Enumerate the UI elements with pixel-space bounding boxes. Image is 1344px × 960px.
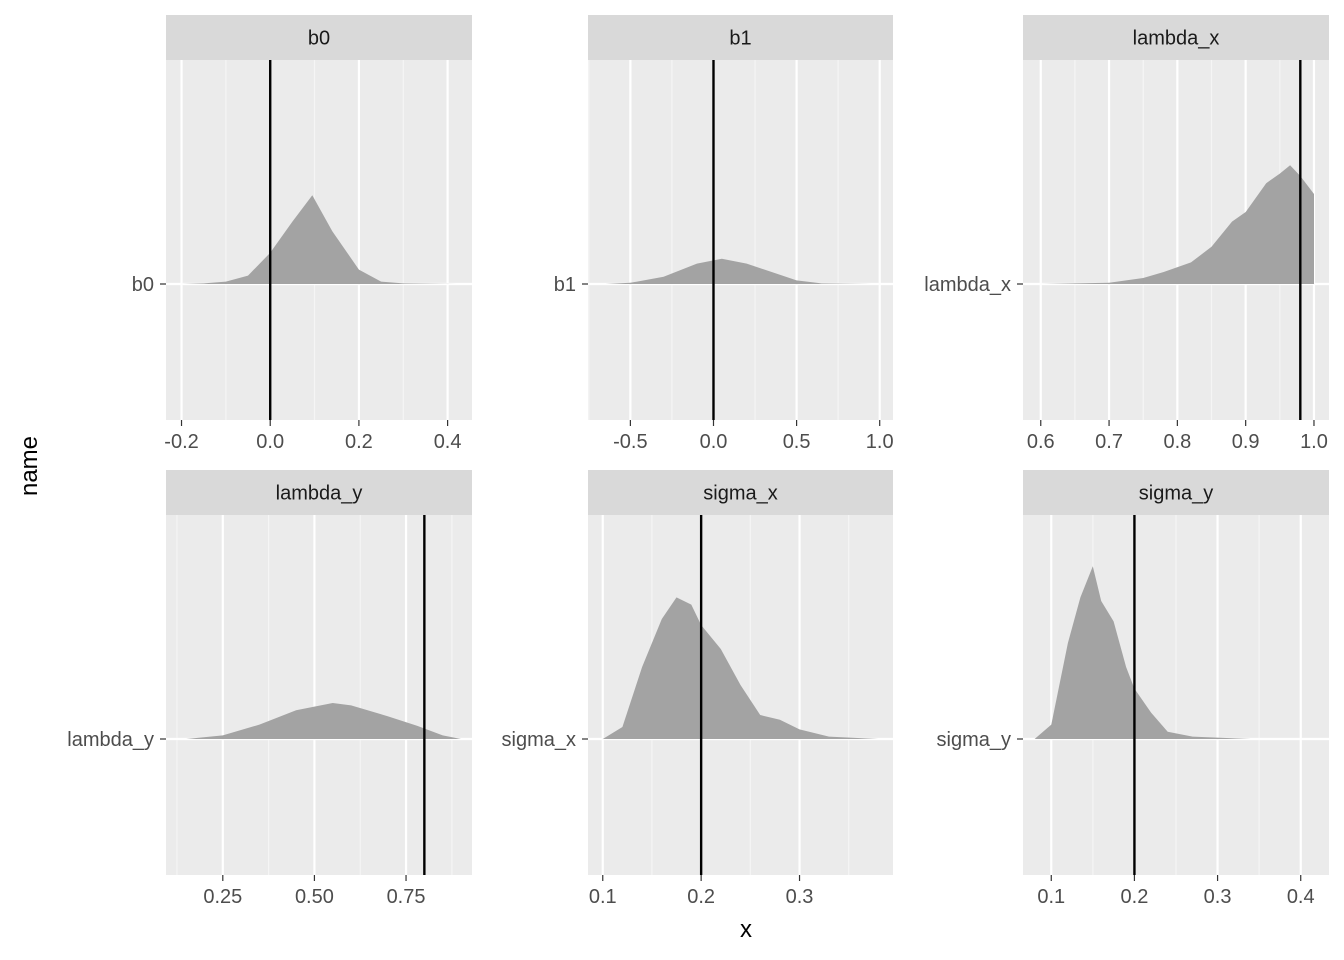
x-tick-label: 0.1 <box>589 886 617 908</box>
x-tick-label: -0.5 <box>613 431 647 453</box>
x-tick-label: 0.0 <box>700 431 728 453</box>
x-tick-label: 0.2 <box>1121 886 1149 908</box>
x-tick-label: 0.2 <box>687 886 715 908</box>
facet-strip-label: sigma_y <box>1139 483 1213 505</box>
x-tick-label: 0.5 <box>783 431 811 453</box>
facet-strip-label: lambda_x <box>1133 28 1220 50</box>
facet-strip <box>1023 470 1329 515</box>
facet-strip <box>588 470 893 515</box>
y-tick-label: b1 <box>554 274 576 296</box>
facet-panels: b0 -0.2 0.0 0.2 0.4 b0 b1 -0.5 0.0 0.5 1.0 b1 lambda… <box>67 15 1329 908</box>
x-tick-label: 0.0 <box>256 431 284 453</box>
facet-panel: lambda_x 0.6 0.7 0.8 0.9 1.0 lambda_x <box>924 15 1329 453</box>
y-tick-label: sigma_y <box>937 729 1011 751</box>
density-area <box>605 258 872 284</box>
density-area <box>602 597 879 739</box>
y-axis-title: name <box>16 436 43 496</box>
x-tick-label: -0.2 <box>164 431 198 453</box>
x-tick-label: 1.0 <box>1300 431 1328 453</box>
x-tick-label: 0.4 <box>1287 886 1315 908</box>
x-tick-label: 0.1 <box>1037 886 1065 908</box>
x-tick-label: 0.3 <box>1204 886 1232 908</box>
y-tick-label: lambda_x <box>924 274 1011 296</box>
density-area <box>1034 566 1251 739</box>
x-tick-label: 0.50 <box>295 886 334 908</box>
facet-strip <box>1023 15 1329 60</box>
x-tick-label: 0.7 <box>1095 431 1123 453</box>
x-tick-label: 1.0 <box>866 431 894 453</box>
facet-strip-label: b1 <box>729 28 751 50</box>
y-tick-label: b0 <box>132 274 154 296</box>
facet-strip <box>166 470 472 515</box>
facet-strip <box>166 15 472 60</box>
x-axis-title: x <box>740 916 752 943</box>
x-tick-label: 0.3 <box>786 886 814 908</box>
facet-panel: sigma_x 0.1 0.2 0.3 sigma_x <box>502 470 893 908</box>
density-area <box>186 703 461 739</box>
facet-strip-label: sigma_x <box>703 483 777 505</box>
facet-panel: b1 -0.5 0.0 0.5 1.0 b1 <box>554 15 894 453</box>
y-tick-label: lambda_y <box>67 729 154 751</box>
x-tick-label: 0.6 <box>1027 431 1055 453</box>
x-tick-label: 0.8 <box>1163 431 1191 453</box>
x-tick-label: 0.75 <box>387 886 426 908</box>
facet-panel: sigma_y 0.1 0.2 0.3 0.4 sigma_y <box>937 470 1329 908</box>
facet-strip <box>588 15 893 60</box>
x-tick-label: 0.2 <box>345 431 373 453</box>
facet-strip-label: lambda_y <box>276 483 363 505</box>
density-area <box>1040 165 1314 284</box>
x-tick-label: 0.9 <box>1232 431 1260 453</box>
panel-background <box>166 515 472 875</box>
x-tick-label: 0.4 <box>434 431 462 453</box>
facet-panel: lambda_y 0.25 0.50 0.75 lambda_y <box>67 470 472 908</box>
density-area <box>181 195 457 284</box>
panel-background <box>588 60 893 420</box>
facet-panel: b0 -0.2 0.0 0.2 0.4 b0 <box>132 15 472 453</box>
x-tick-label: 0.25 <box>203 886 242 908</box>
facet-strip-label: b0 <box>308 28 330 50</box>
y-tick-label: sigma_x <box>502 729 576 751</box>
